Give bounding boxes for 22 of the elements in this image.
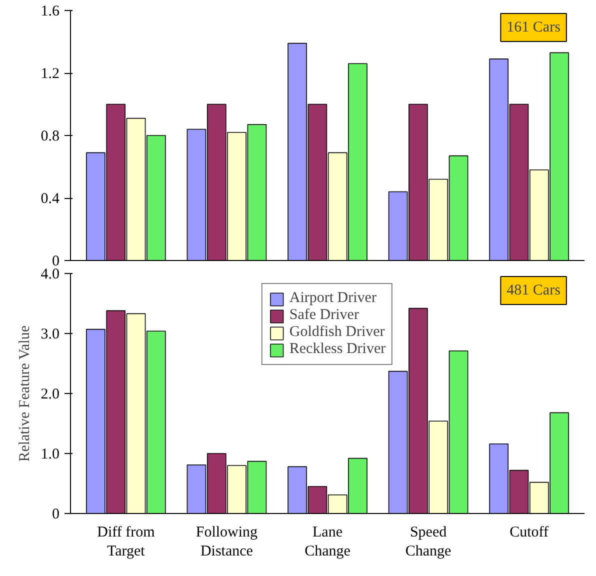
x-tick-label: Speed Change xyxy=(405,524,452,560)
y-tick-label: 0.8 xyxy=(40,128,60,144)
x-tick-label: Cutoff xyxy=(510,524,549,540)
annotation: 481 Cars xyxy=(506,282,561,298)
legend-label: Safe Driver xyxy=(289,307,359,324)
legend-label: Reckless Driver xyxy=(289,341,386,358)
y-tick-label: 3.0 xyxy=(40,326,60,342)
y-tick-label: 0 xyxy=(52,506,60,522)
y-tick-label: 1.0 xyxy=(40,446,60,462)
y-tick-label: 0.4 xyxy=(40,191,60,207)
y-tick-label: 2.0 xyxy=(40,386,60,402)
x-tick-label: Lane Change xyxy=(304,524,351,560)
x-tick-label: Diff from Target xyxy=(97,524,156,560)
y-axis-title: Relative Feature Value xyxy=(16,325,33,462)
legend-label: Airport Driver xyxy=(289,290,376,307)
legend-label: Goldfish Driver xyxy=(289,324,385,341)
y-tick-label: 4.0 xyxy=(40,266,60,282)
y-tick-label: 1.6 xyxy=(40,4,60,20)
y-tick-label: 1.2 xyxy=(40,66,60,82)
annotation: 161 Cars xyxy=(506,20,561,36)
x-tick-label: Following Distance xyxy=(196,524,258,560)
y-tick-label: 0 xyxy=(52,254,60,270)
